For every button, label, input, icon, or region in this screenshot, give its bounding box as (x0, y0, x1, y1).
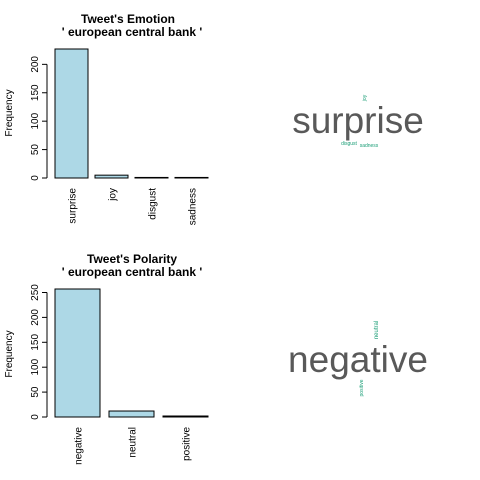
polarity-chart-title: Tweet's Polarity (87, 252, 177, 266)
emotion-chart-subtitle: ' european central bank ' (62, 25, 203, 39)
polarity-y-tick-label: 50 (30, 386, 41, 398)
emotion-y-tick-label: 200 (30, 56, 41, 73)
emotion-y-tick-label: 150 (30, 84, 41, 101)
emotion-chart-title: Tweet's Emotion (81, 12, 175, 26)
cloud-word-positive: positive (359, 379, 365, 396)
polarity-x-tick-labels: negative neutral positive (74, 427, 193, 465)
emotion-x-tick-label-sadness: sadness (188, 188, 199, 225)
polarity-y-tick-label: 100 (30, 358, 41, 375)
polarity-y-tick-label: 0 (30, 414, 41, 420)
polarity-bars (54, 288, 209, 418)
emotion-x-tick-label-disgust: disgust (148, 188, 159, 220)
emotion-x-tick-labels: surprise joy disgust sadness (68, 188, 199, 226)
cloud-word-neutral: neutral (374, 321, 380, 339)
polarity-y-axis-label: Frequency (4, 330, 15, 377)
polarity-word-cloud: negative neutral positive (288, 321, 428, 397)
emotion-bar-surprise (54, 48, 89, 179)
polarity-bar-neutral (108, 410, 155, 418)
cloud-word-disgust: disgust (341, 141, 357, 147)
polarity-y-tick-label: 250 (30, 284, 41, 301)
emotion-y-axis-label: Frequency (4, 89, 15, 136)
emotion-bar-sadness (174, 176, 209, 179)
emotion-word-cloud: surprise joy disgust sadness (292, 94, 424, 149)
cloud-word-joy: joy (362, 94, 368, 102)
polarity-bar-positive (162, 415, 209, 418)
polarity-x-tick-label-positive: positive (182, 427, 193, 461)
polarity-y-tick-label: 200 (30, 309, 41, 326)
cloud-word-surprise: surprise (292, 100, 424, 141)
emotion-y-tick-label: 50 (30, 144, 41, 156)
emotion-x-tick-label-surprise: surprise (68, 188, 79, 224)
polarity-x-tick-label-neutral: neutral (128, 427, 139, 458)
polarity-y-tick-label: 150 (30, 334, 41, 351)
polarity-bar-negative (54, 288, 101, 418)
polarity-x-tick-label-negative: negative (74, 427, 85, 465)
emotion-bar-chart: Tweet's Emotion ' european central bank … (4, 12, 209, 226)
cloud-word-sadness: sadness (360, 143, 379, 149)
emotion-y-tick-label: 100 (30, 112, 41, 129)
polarity-chart-subtitle: ' european central bank ' (62, 265, 203, 279)
polarity-y-axis: 0 50 100 150 200 250 (30, 284, 48, 420)
emotion-y-tick-label: 0 (30, 175, 41, 181)
emotion-bar-joy (94, 174, 129, 179)
emotion-x-tick-label-joy: joy (108, 188, 119, 202)
cloud-word-negative: negative (288, 339, 428, 380)
polarity-bar-chart: Tweet's Polarity ' european central bank… (4, 252, 209, 465)
emotion-y-axis: 0 50 100 150 200 (30, 56, 48, 181)
emotion-bars (54, 48, 209, 179)
emotion-bar-disgust (134, 176, 169, 179)
